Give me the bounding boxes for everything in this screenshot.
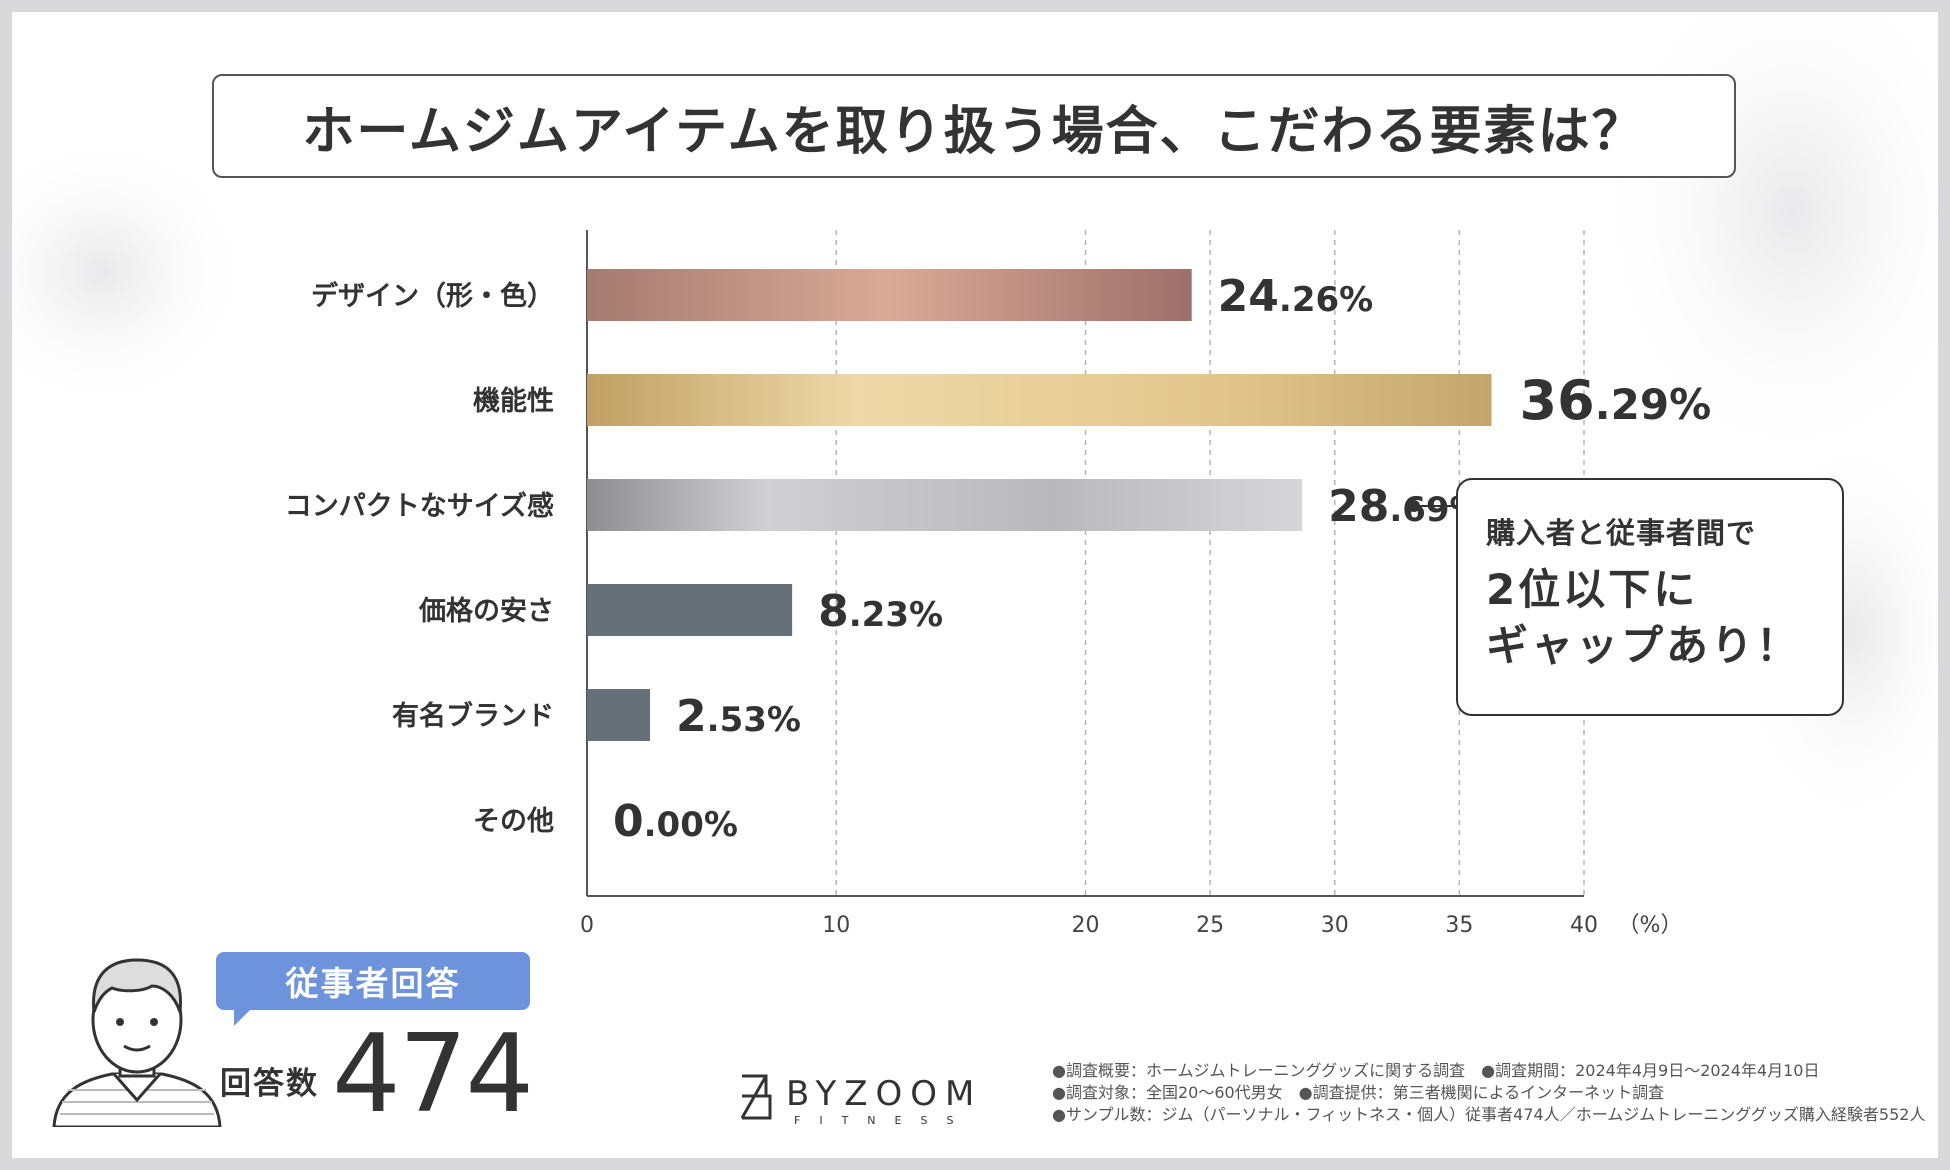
value-label-int: 28	[1328, 481, 1389, 532]
bar	[587, 584, 793, 636]
value-labels: 24.26%36.29%28.69%8.23%2.53%0.00%	[613, 271, 1711, 847]
brand-logo: BYZOOM FITNESS	[736, 1072, 1026, 1132]
response-count-label: 回答数	[220, 1066, 319, 1102]
x-unit-label: （%）	[1618, 913, 1683, 938]
bar	[587, 689, 651, 741]
x-tick-labels: 0 10 20 25 30 35 40 （%）	[580, 913, 1682, 938]
gap-callout: 購入者と従事者間で 2位以下に ギャップあり！	[1456, 478, 1844, 716]
value-label-int: 0	[613, 796, 644, 847]
x-tick-label: 35	[1445, 913, 1473, 938]
value-label-int: 2	[676, 691, 707, 742]
respondent-badge-tail	[234, 1008, 252, 1026]
axes	[586, 230, 1584, 897]
value-label: 36.29%	[1520, 369, 1712, 432]
value-label-int: 8	[818, 586, 849, 637]
infographic-frame: ホームジムアイテムを取り扱う場合、こだわる要素は？	[12, 12, 1938, 1158]
value-label-dec: .26%	[1279, 280, 1373, 320]
value-label-dec: .23%	[849, 595, 943, 635]
value-label: 0.00%	[613, 796, 738, 847]
page-title: ホームジムアイテムを取り扱う場合、こだわる要素は？	[302, 101, 1646, 162]
value-label-int: 36	[1520, 369, 1595, 432]
bar	[587, 479, 1303, 531]
logo-subtitle: FITNESS	[794, 1114, 973, 1127]
value-label: 8.23%	[818, 586, 943, 637]
callout-line-1: 購入者と従事者間で	[1486, 516, 1757, 550]
category-label: デザイン（形・色）	[311, 280, 554, 312]
x-tick-label: 20	[1072, 913, 1100, 938]
person-illustration-icon	[52, 958, 222, 1127]
bar	[587, 269, 1192, 321]
value-label-int: 24	[1218, 271, 1279, 322]
bar	[587, 374, 1492, 426]
value-label-dec: .00%	[644, 805, 738, 845]
value-label-dec: .29%	[1595, 380, 1711, 429]
value-label: 2.53%	[676, 691, 801, 742]
title-box: ホームジムアイテムを取り扱う場合、こだわる要素は？	[212, 74, 1736, 178]
logo-mark-icon	[740, 1074, 772, 1120]
grid-lines	[835, 230, 1585, 896]
note-line: ●調査概要：ホームジムトレーニンググッズに関する調査 ●調査期間：2024年4月…	[1052, 1061, 1820, 1080]
bars	[587, 269, 1492, 741]
x-tick-label: 10	[822, 913, 850, 938]
note-line: ●調査対象：全国20〜60代男女 ●調査提供：第三者機関によるインターネット調査	[1052, 1083, 1665, 1102]
value-label-dec: .53%	[707, 700, 801, 740]
category-label: 有名ブランド	[392, 700, 554, 732]
category-label: その他	[473, 806, 554, 837]
survey-notes: ●調査概要：ホームジムトレーニンググッズに関する調査 ●調査期間：2024年4月…	[1052, 1060, 1925, 1126]
note-line: ●サンプル数：ジム（パーソナル・フィットネス・個人）従事者474人／ホームジムト…	[1052, 1105, 1926, 1124]
x-tick-label: 30	[1321, 913, 1349, 938]
logo-wordmark: BYZOOM	[786, 1074, 983, 1114]
response-count-value: 474	[332, 1012, 534, 1137]
category-label: 機能性	[473, 385, 554, 417]
x-tick-label: 25	[1196, 913, 1224, 938]
callout-line-3: ギャップあり！	[1486, 621, 1802, 670]
category-label: コンパクトなサイズ感	[285, 490, 554, 522]
callout-connector	[1408, 500, 1456, 512]
x-tick-label: 40	[1570, 913, 1598, 938]
value-label: 24.26%	[1218, 271, 1374, 322]
callout-line-2: 2位以下に	[1486, 565, 1699, 614]
category-label: 価格の安さ	[418, 596, 554, 627]
respondent-badge: 従事者回答	[216, 952, 530, 1010]
x-tick-label: 0	[580, 913, 594, 938]
